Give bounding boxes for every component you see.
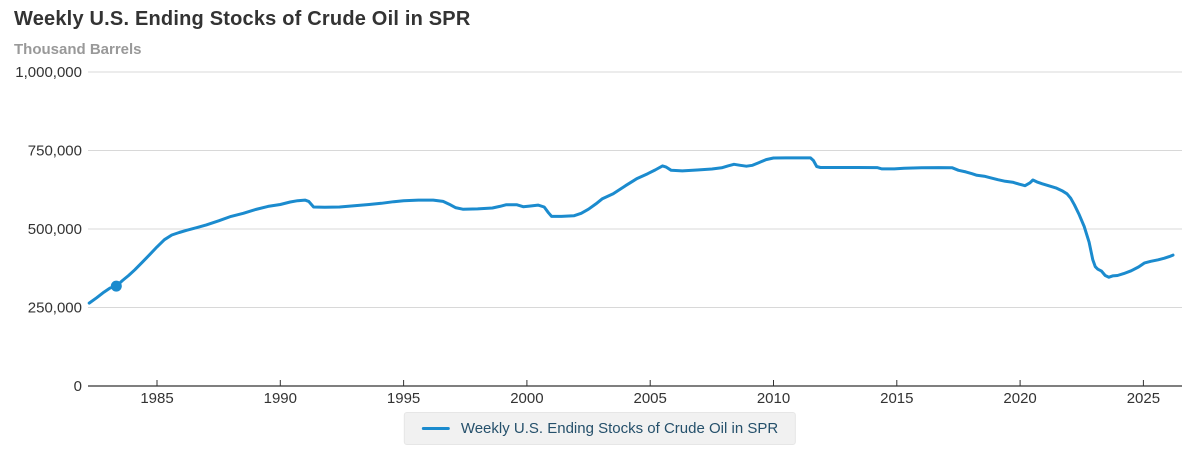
x-tick-label: 2010 <box>757 390 790 407</box>
x-tick-label: 1990 <box>264 390 297 407</box>
y-tick-label: 0 <box>74 378 82 395</box>
x-tick-label: 2005 <box>634 390 667 407</box>
y-tick-label: 500,000 <box>28 221 82 238</box>
y-tick-label: 750,000 <box>28 143 82 160</box>
x-tick-label: 1995 <box>387 390 420 407</box>
series-line-weekly-spr[interactable] <box>87 156 1175 305</box>
legend-item[interactable]: Weekly U.S. Ending Stocks of Crude Oil i… <box>403 412 797 445</box>
y-axis-labels-group: 0 250,000 500,000 750,000 1,000,000 <box>15 64 82 395</box>
legend-label: Weekly U.S. Ending Stocks of Crude Oil i… <box>460 420 779 437</box>
x-tick-label: 2000 <box>510 390 543 407</box>
x-tick-label: 2015 <box>880 390 913 407</box>
x-tick-label: 2025 <box>1127 390 1160 407</box>
y-tick-label: 250,000 <box>28 300 82 317</box>
highlight-point-marker[interactable] <box>110 280 122 292</box>
gridlines-group <box>88 71 1182 308</box>
x-tick-label: 1985 <box>140 390 173 407</box>
page-title: Weekly U.S. Ending Stocks of Crude Oil i… <box>14 8 471 30</box>
legend-line-swatch <box>421 427 450 430</box>
x-tick-label: 2020 <box>1003 390 1036 407</box>
x-axis-labels-group: 1985 1990 1995 2000 2005 2010 2015 2020 2025 <box>140 390 1160 407</box>
axis-unit-label: Thousand Barrels <box>14 41 142 58</box>
x-axis-group <box>88 380 1182 387</box>
y-tick-label: 1,000,000 <box>15 64 82 81</box>
series-group <box>87 156 1175 305</box>
